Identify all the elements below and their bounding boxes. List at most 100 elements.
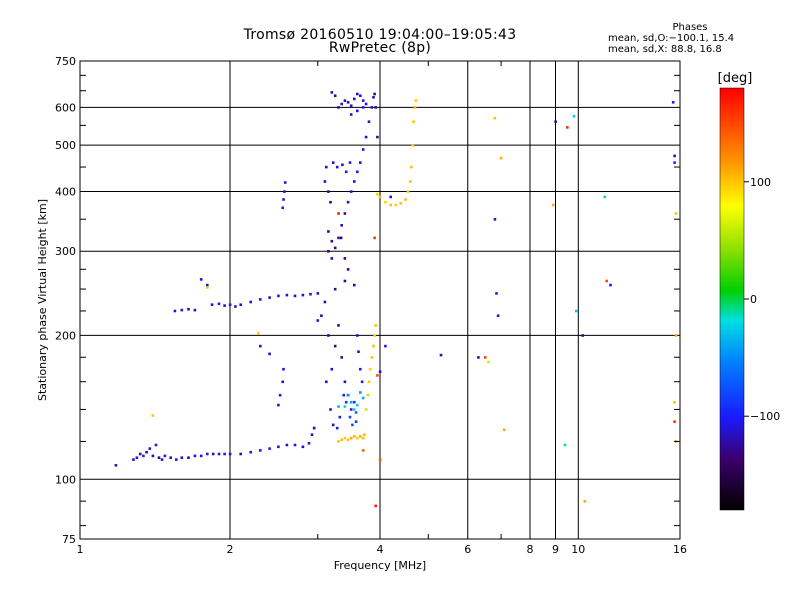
chart-subtitle: RwPretec (8p) xyxy=(328,40,432,56)
data-point xyxy=(211,452,215,456)
data-point xyxy=(674,334,678,337)
y-tick-label: 200 xyxy=(55,329,76,342)
data-point xyxy=(206,283,209,287)
y-axis: 75 100 200 300 400 500 600 750 xyxy=(55,55,680,546)
colorbar-tick-label: 100 xyxy=(750,176,771,189)
data-point xyxy=(217,452,221,456)
data-point xyxy=(496,314,500,317)
data-point xyxy=(343,99,347,102)
data-point xyxy=(354,420,358,423)
data-point xyxy=(187,307,190,311)
data-point xyxy=(389,195,392,199)
data-point xyxy=(563,443,567,447)
data-point xyxy=(376,192,379,196)
data-point xyxy=(259,298,262,301)
y-tick-label: 400 xyxy=(55,185,76,198)
data-point xyxy=(331,161,335,164)
data-point xyxy=(325,165,328,169)
data-point xyxy=(330,239,334,243)
data-point xyxy=(353,435,356,438)
data-point xyxy=(361,106,365,109)
data-point xyxy=(487,360,490,364)
data-point xyxy=(361,148,365,151)
data-point xyxy=(283,190,286,193)
plot-frame xyxy=(79,60,681,540)
data-point xyxy=(193,454,197,458)
data-point xyxy=(361,99,365,102)
data-point xyxy=(154,443,158,447)
data-point xyxy=(356,92,359,96)
data-point xyxy=(310,433,314,436)
y-tick-label: 600 xyxy=(55,101,76,114)
data-point xyxy=(234,305,237,308)
data-point xyxy=(206,286,209,289)
data-point xyxy=(301,445,305,449)
data-point xyxy=(278,393,282,397)
y-tick-label: 100 xyxy=(55,473,76,486)
data-point xyxy=(138,452,142,456)
data-point xyxy=(199,454,203,458)
x-tick-label: 10 xyxy=(571,543,585,556)
data-point xyxy=(323,180,327,183)
data-point xyxy=(259,344,262,348)
colorbar-unit-label: [deg] xyxy=(718,71,753,86)
data-point xyxy=(566,126,569,129)
data-point xyxy=(223,304,226,307)
data-point xyxy=(551,203,555,207)
data-point xyxy=(343,436,347,440)
data-point xyxy=(277,445,280,449)
data-point xyxy=(330,367,334,371)
data-point xyxy=(346,268,350,271)
data-point xyxy=(439,353,443,357)
data-point xyxy=(339,236,343,240)
x-axis: 1 2 4 6 8 9 10 16 xyxy=(77,61,687,556)
data-point xyxy=(374,504,377,508)
data-points xyxy=(114,91,678,508)
data-point xyxy=(343,380,347,384)
data-point xyxy=(132,458,135,461)
data-point xyxy=(327,190,330,193)
data-point xyxy=(163,454,167,458)
data-point xyxy=(337,106,340,109)
data-point xyxy=(609,283,612,287)
data-point xyxy=(338,415,342,419)
data-point xyxy=(356,109,359,113)
data-point xyxy=(367,380,371,384)
data-point xyxy=(257,332,260,335)
data-point xyxy=(327,230,330,233)
data-point xyxy=(228,452,232,456)
data-point xyxy=(495,292,498,295)
data-point xyxy=(180,308,184,312)
data-point xyxy=(180,456,184,459)
data-point xyxy=(673,400,676,404)
data-point xyxy=(583,500,587,503)
data-point xyxy=(346,438,350,442)
data-point xyxy=(359,367,362,371)
data-point xyxy=(193,308,197,312)
data-point xyxy=(413,106,417,109)
data-point xyxy=(376,374,379,377)
data-point xyxy=(282,367,285,371)
data-point xyxy=(414,99,418,102)
data-point xyxy=(378,370,382,373)
phases-heading: Phases xyxy=(672,22,708,33)
data-point xyxy=(359,435,362,438)
data-point xyxy=(353,408,356,411)
data-point xyxy=(277,294,280,298)
data-point xyxy=(277,403,280,407)
data-point xyxy=(343,212,347,215)
data-point xyxy=(206,452,209,456)
data-point xyxy=(368,367,372,371)
data-point xyxy=(333,344,337,348)
data-point xyxy=(329,200,332,204)
data-point xyxy=(349,400,353,404)
data-point xyxy=(343,279,347,283)
data-point xyxy=(673,420,676,423)
data-point xyxy=(340,356,343,359)
data-point xyxy=(327,334,330,337)
data-point xyxy=(364,408,368,411)
x-tick-label: 2 xyxy=(227,543,234,556)
data-point xyxy=(239,452,242,456)
data-point xyxy=(374,324,377,327)
data-point xyxy=(344,400,348,404)
